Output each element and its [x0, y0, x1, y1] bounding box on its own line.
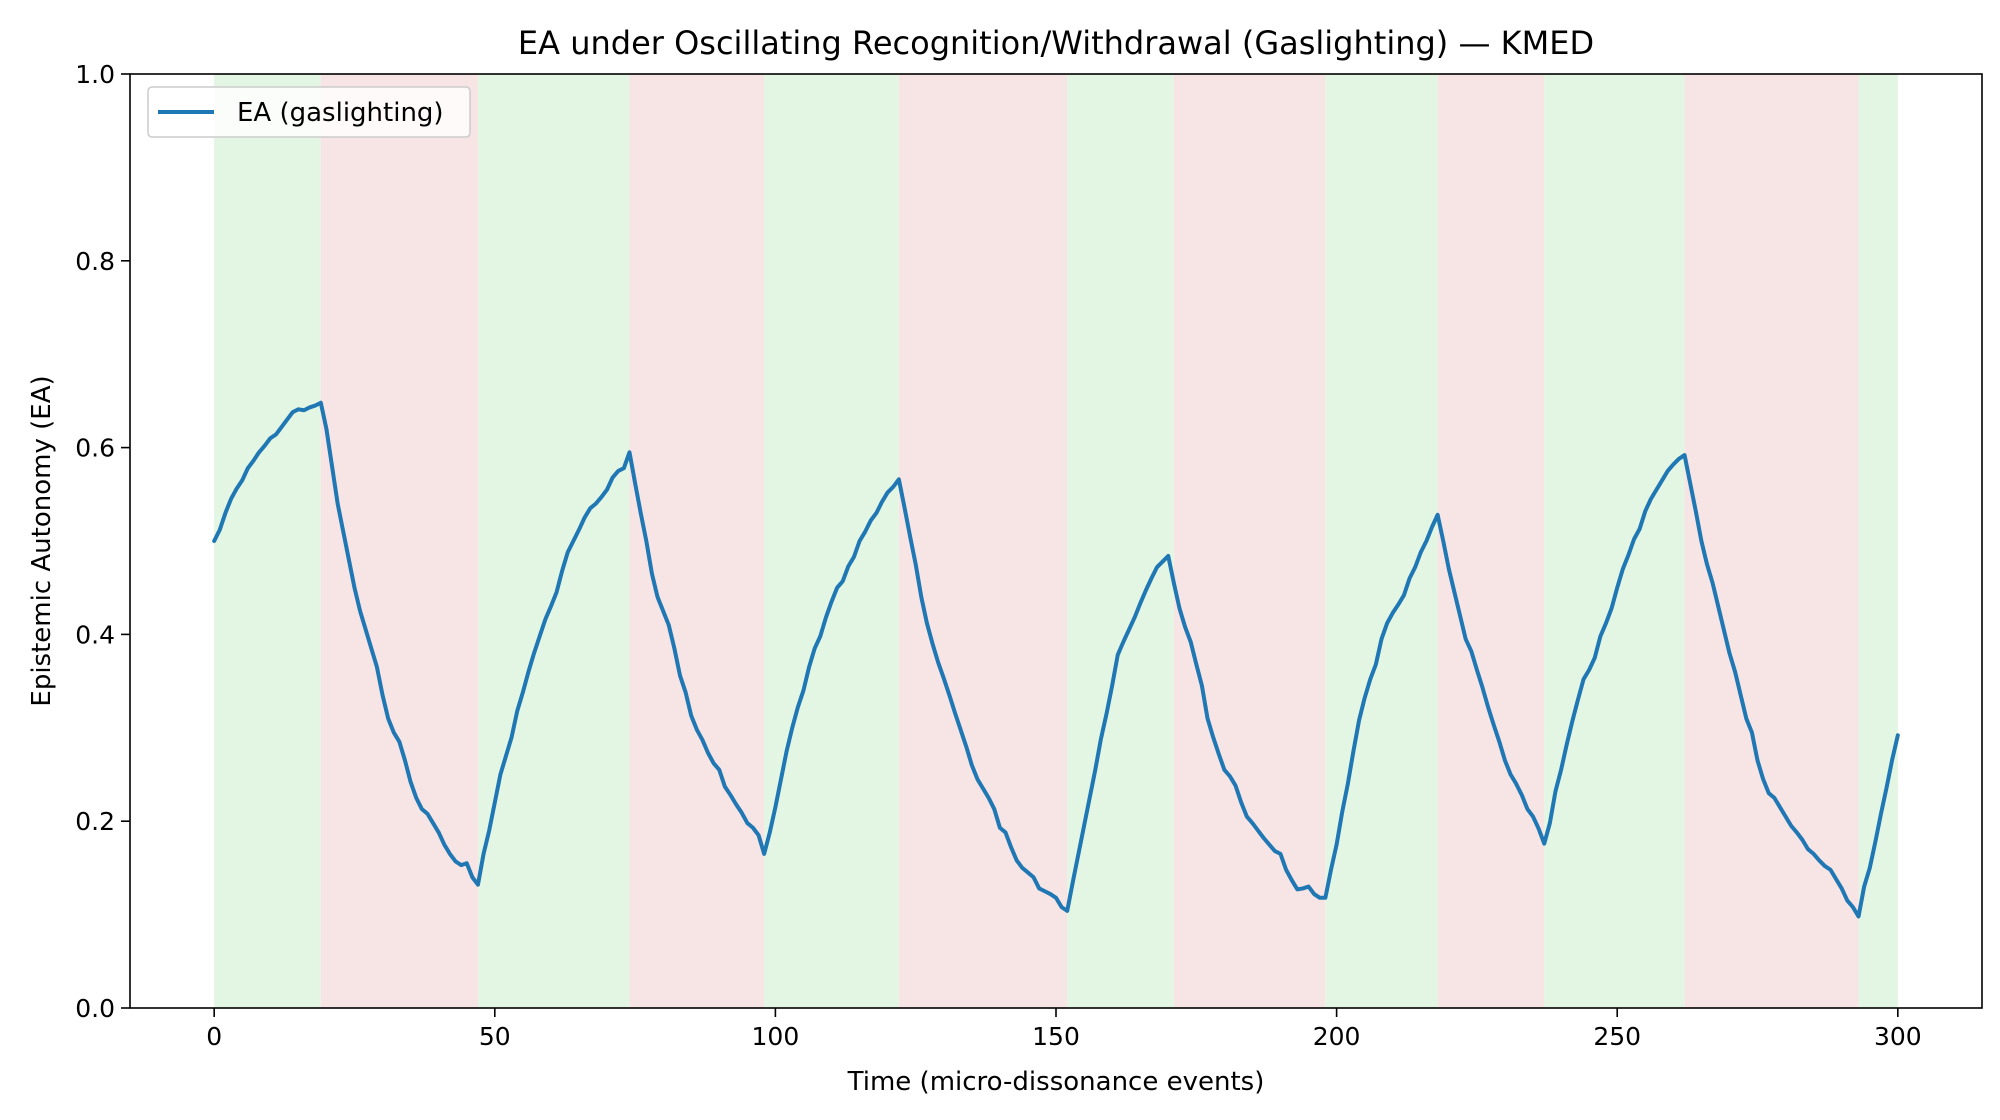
phase-band-recognition: [1325, 74, 1438, 1008]
phase-band-recognition: [1858, 74, 1898, 1008]
x-axis-label: Time (micro-dissonance events): [847, 1067, 1265, 1097]
x-tick-label: 150: [1032, 1022, 1080, 1051]
legend-box: [147, 86, 471, 138]
legend: EA (gaslighting): [147, 86, 471, 138]
phase-band-recognition: [764, 74, 899, 1008]
y-axis: 0.0 0.2 0.4 0.6 0.8 1.0: [75, 60, 130, 1023]
y-tick-label: 0.4: [75, 620, 115, 649]
x-tick-label: 250: [1593, 1022, 1641, 1051]
x-axis: 0 50 100 150 200 250 300: [206, 1008, 1922, 1051]
phase-bands: [214, 74, 1898, 1008]
phase-band-withdrawal: [1437, 74, 1545, 1008]
phase-band-withdrawal: [1173, 74, 1326, 1008]
phase-band-withdrawal: [629, 74, 765, 1008]
phase-band-withdrawal: [1684, 74, 1859, 1008]
y-tick-label: 0.6: [75, 434, 115, 463]
line-layer: [212, 400, 1900, 919]
phase-band-recognition: [1067, 74, 1174, 1008]
x-tick-label: 100: [752, 1022, 800, 1051]
x-tick-label: 50: [479, 1022, 511, 1051]
chart-title: EA under Oscillating Recognition/Withdra…: [518, 24, 1594, 62]
phase-band-recognition: [477, 74, 630, 1008]
x-tick-label: 0: [206, 1022, 222, 1051]
series-line: [212, 400, 1900, 919]
x-tick-label: 200: [1313, 1022, 1361, 1051]
phase-band-recognition: [214, 74, 321, 1008]
x-tick-label: 300: [1874, 1022, 1922, 1051]
phase-band-withdrawal: [898, 74, 1068, 1008]
y-axis-label: Epistemic Autonomy (EA): [27, 375, 57, 706]
phase-band-recognition: [1544, 74, 1685, 1008]
legend-label: EA (gaslighting): [237, 98, 444, 128]
y-tick-label: 1.0: [75, 60, 115, 89]
y-tick-label: 0.8: [75, 247, 115, 276]
y-tick-label: 0.0: [75, 994, 115, 1023]
y-tick-label: 0.2: [75, 807, 115, 836]
